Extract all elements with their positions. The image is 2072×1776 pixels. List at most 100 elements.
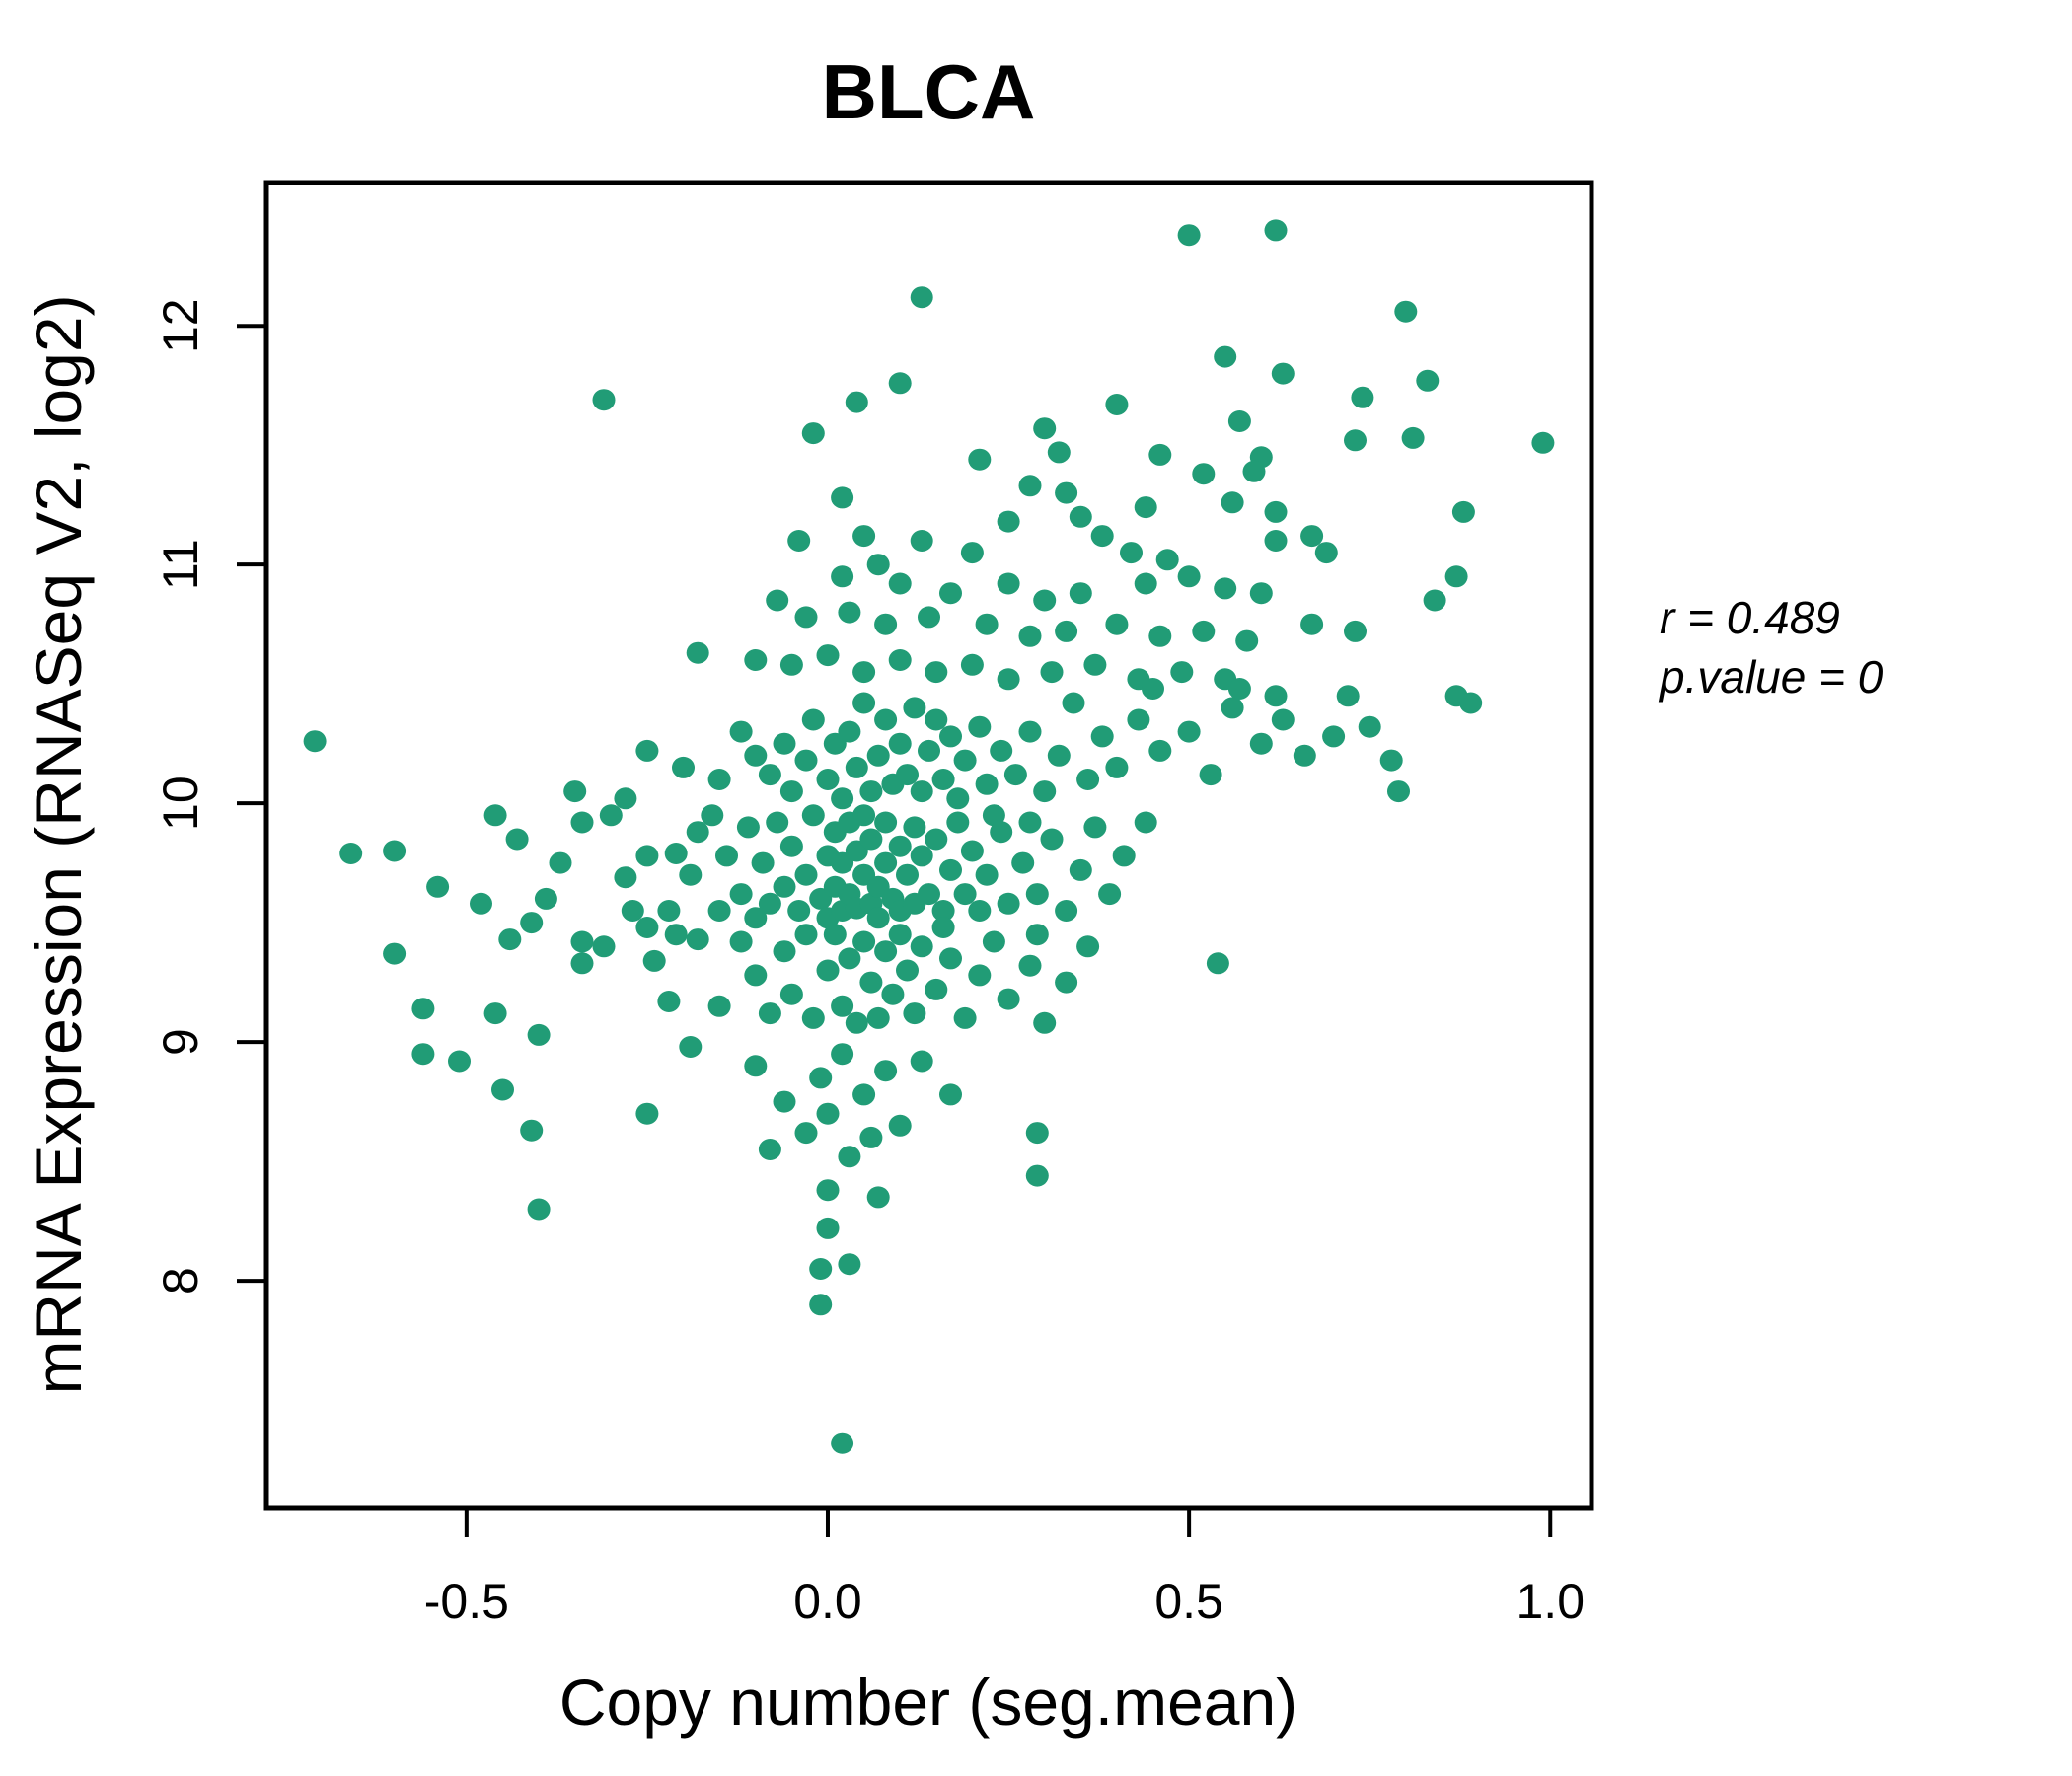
data-point [657, 900, 681, 922]
data-point [1148, 625, 1172, 647]
data-point [1344, 620, 1367, 642]
data-point [1401, 426, 1425, 449]
data-point [614, 866, 637, 889]
data-point [823, 924, 847, 946]
data-point [1227, 678, 1251, 700]
data-point [982, 930, 1005, 953]
data-point [383, 840, 407, 862]
data-point [845, 1011, 868, 1034]
data-point [766, 811, 789, 834]
y-axis-label: mRNA Expression (RNASeq V2, log2) [22, 294, 95, 1394]
data-point [1387, 780, 1410, 803]
y-tick-label: 10 [153, 776, 208, 831]
data-point [801, 1006, 825, 1029]
data-point [635, 845, 659, 867]
data-point [1336, 685, 1360, 707]
data-point [1076, 769, 1100, 790]
data-point [1531, 431, 1555, 454]
data-point [888, 732, 912, 755]
data-point [1459, 692, 1483, 714]
data-point [483, 804, 507, 827]
data-point [794, 749, 818, 772]
data-point [1011, 851, 1035, 874]
data-point [1033, 589, 1057, 612]
data-point [925, 828, 948, 851]
data-point [831, 787, 854, 810]
data-point [1055, 620, 1078, 642]
data-point [491, 1078, 514, 1101]
data-point [1170, 661, 1194, 684]
data-point [896, 959, 919, 982]
data-point [838, 1146, 861, 1168]
data-point [1192, 620, 1216, 642]
data-point [910, 845, 933, 867]
data-point [1134, 496, 1157, 519]
data-point [1155, 549, 1179, 571]
data-point [975, 613, 999, 635]
data-point [866, 907, 890, 929]
data-point [715, 845, 738, 867]
data-point [831, 1043, 854, 1066]
data-point [1177, 720, 1201, 743]
data-point [729, 930, 753, 953]
data-point [1076, 935, 1100, 958]
data-point [686, 641, 709, 664]
data-point [931, 917, 955, 938]
data-point [1069, 858, 1092, 881]
data-point [642, 949, 666, 972]
data-point [888, 572, 912, 595]
data-point [1018, 475, 1042, 497]
p-value-annotation: p.value = 0 [1658, 651, 1884, 703]
data-point [1344, 429, 1367, 452]
data-point [779, 780, 803, 803]
data-point [1192, 463, 1216, 485]
correlation-r-annotation: r = 0.489 [1660, 592, 1840, 643]
data-point [953, 749, 977, 772]
data-point [599, 804, 623, 827]
data-point [794, 1122, 818, 1145]
data-point [1249, 732, 1273, 755]
data-point [707, 769, 731, 790]
data-point [1033, 417, 1057, 440]
data-point [874, 1060, 898, 1082]
data-point [664, 924, 688, 946]
data-point [1040, 828, 1064, 851]
data-point [635, 1102, 659, 1125]
data-point [1047, 744, 1071, 767]
data-point [968, 448, 992, 471]
data-point [866, 1006, 890, 1029]
data-point [975, 863, 999, 886]
data-point [859, 828, 883, 851]
data-point [953, 1006, 977, 1029]
data-point [852, 930, 876, 953]
data-point [1249, 582, 1273, 605]
data-point [1120, 542, 1143, 564]
data-point [1055, 900, 1078, 922]
data-point [1379, 749, 1403, 772]
data-point [383, 942, 407, 965]
data-point [881, 983, 905, 1005]
data-point [1271, 708, 1295, 731]
y-tick-label: 12 [153, 298, 208, 353]
data-point [968, 715, 992, 738]
data-point [925, 708, 948, 731]
data-point [1177, 224, 1201, 247]
data-point [1055, 481, 1078, 504]
data-point [707, 900, 731, 922]
data-point [686, 821, 709, 844]
data-point [1358, 715, 1381, 738]
data-point [888, 372, 912, 395]
data-point [918, 606, 940, 629]
data-point [997, 572, 1020, 595]
data-point [1069, 582, 1092, 605]
data-point [1214, 577, 1237, 600]
data-point [744, 649, 768, 671]
data-point [816, 1217, 840, 1239]
data-point [903, 697, 926, 719]
data-point [997, 892, 1020, 915]
data-point [779, 835, 803, 857]
data-point [1148, 739, 1172, 762]
data-point [852, 692, 876, 714]
data-point [975, 773, 999, 795]
